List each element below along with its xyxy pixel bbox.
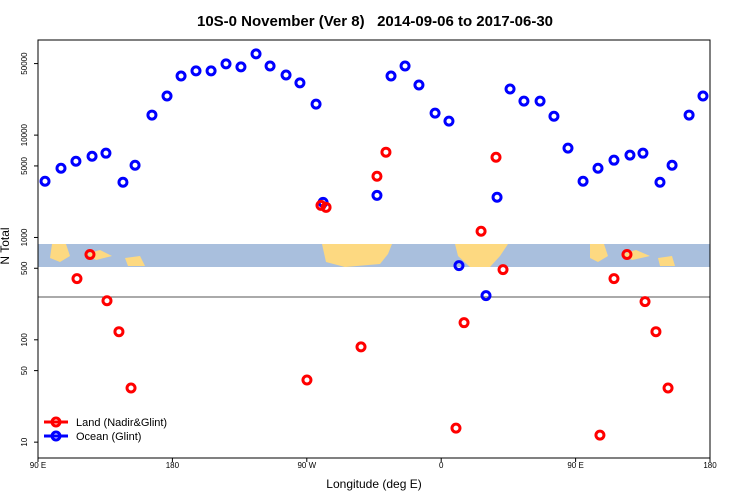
y-tick-label: 100 — [20, 333, 29, 347]
legend-marker — [50, 416, 62, 428]
legend-marker — [50, 430, 62, 442]
map-land — [590, 244, 675, 266]
point — [450, 422, 462, 434]
point — [654, 176, 666, 188]
point — [125, 382, 137, 394]
y-tick-label: 1000 — [20, 228, 29, 246]
point — [355, 341, 367, 353]
point — [301, 374, 313, 386]
point — [697, 90, 709, 102]
point — [608, 273, 620, 285]
y-tick-label: 10000 — [20, 123, 29, 146]
point — [280, 69, 292, 81]
x-tick-label: 90 W — [297, 461, 316, 470]
point — [594, 429, 606, 441]
plot-frame — [37, 39, 711, 459]
x-tick-label: 90 E — [30, 461, 46, 470]
point — [71, 273, 83, 285]
point — [294, 77, 306, 89]
y-tick-label: 500 — [20, 261, 29, 275]
point — [429, 107, 441, 119]
y-tick-label: 50000 — [20, 52, 29, 75]
point — [662, 382, 674, 394]
point — [608, 154, 620, 166]
map-land — [455, 244, 508, 267]
point — [310, 98, 322, 110]
point — [399, 60, 411, 72]
chart-title: 10S-0 November (Ver 8) 2014-09-06 to 201… — [197, 13, 553, 30]
point — [161, 90, 173, 102]
point — [146, 109, 158, 121]
point — [480, 290, 492, 302]
point — [534, 95, 546, 107]
point — [113, 326, 125, 338]
point — [577, 175, 589, 187]
point — [666, 159, 678, 171]
point — [86, 150, 98, 162]
legend-label: Ocean (Glint) — [76, 431, 141, 443]
point — [518, 95, 530, 107]
point — [235, 61, 247, 73]
point — [504, 83, 516, 95]
point — [55, 162, 67, 174]
point — [101, 295, 113, 307]
point — [385, 70, 397, 82]
point — [264, 60, 276, 72]
legend-label: Land (Nadir&Glint) — [76, 417, 167, 429]
point — [637, 147, 649, 159]
point — [320, 201, 332, 213]
x-tick-label: 180 — [166, 461, 180, 470]
y-axis-label: N Total — [0, 227, 12, 264]
x-tick-label: 90 E — [567, 461, 583, 470]
x-axis-label: Longitude (deg E) — [326, 477, 421, 491]
legend: Land (Nadir&Glint) Ocean (Glint) — [44, 416, 167, 443]
point — [117, 176, 129, 188]
point — [443, 115, 455, 127]
point — [624, 149, 636, 161]
point — [129, 159, 141, 171]
point — [371, 189, 383, 201]
point — [548, 110, 560, 122]
point — [175, 70, 187, 82]
point — [650, 326, 662, 338]
y-tick-label: 10 — [20, 437, 29, 446]
map-band — [38, 244, 710, 267]
point — [380, 146, 392, 158]
point — [491, 191, 503, 203]
point — [639, 296, 651, 308]
point — [683, 109, 695, 121]
point — [220, 58, 232, 70]
point — [413, 79, 425, 91]
y-tick-label: 5000 — [20, 156, 29, 174]
point — [592, 162, 604, 174]
point — [475, 225, 487, 237]
point — [250, 48, 262, 60]
point — [100, 147, 112, 159]
point — [84, 249, 96, 261]
map-land — [322, 244, 392, 267]
point — [621, 249, 633, 261]
point — [458, 317, 470, 329]
point — [497, 264, 509, 276]
point — [453, 260, 465, 272]
point — [490, 151, 502, 163]
point — [562, 142, 574, 154]
point — [190, 65, 202, 77]
point — [371, 170, 383, 182]
x-tick-label: 180 — [703, 461, 717, 470]
x-tick-label: 0 — [439, 461, 444, 470]
y-tick-label: 50 — [20, 366, 29, 375]
point — [39, 175, 51, 187]
point — [205, 65, 217, 77]
map-land — [50, 244, 145, 266]
point — [70, 155, 82, 167]
